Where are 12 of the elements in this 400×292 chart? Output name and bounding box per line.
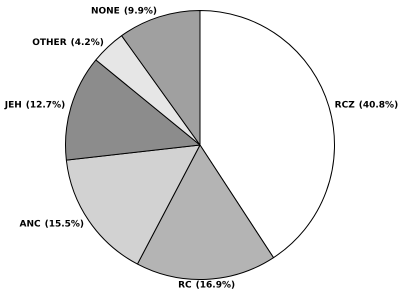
slice-label: ANC xyxy=(19,220,41,230)
data-label: (16.9%) xyxy=(196,280,236,291)
data-label: (12.7%) xyxy=(26,100,66,111)
slice-label: RCZ xyxy=(334,100,356,110)
data-label: (9.9%) xyxy=(124,6,158,17)
data-label: (40.8%) xyxy=(358,100,398,110)
slice-label: RC xyxy=(178,280,192,291)
slice-label: NONE xyxy=(90,6,120,17)
slice-label: OTHER xyxy=(32,38,67,48)
data-label: (4.2%) xyxy=(70,38,104,48)
data-label: (15.5%) xyxy=(44,220,84,230)
slice-label: JEH xyxy=(4,100,22,111)
